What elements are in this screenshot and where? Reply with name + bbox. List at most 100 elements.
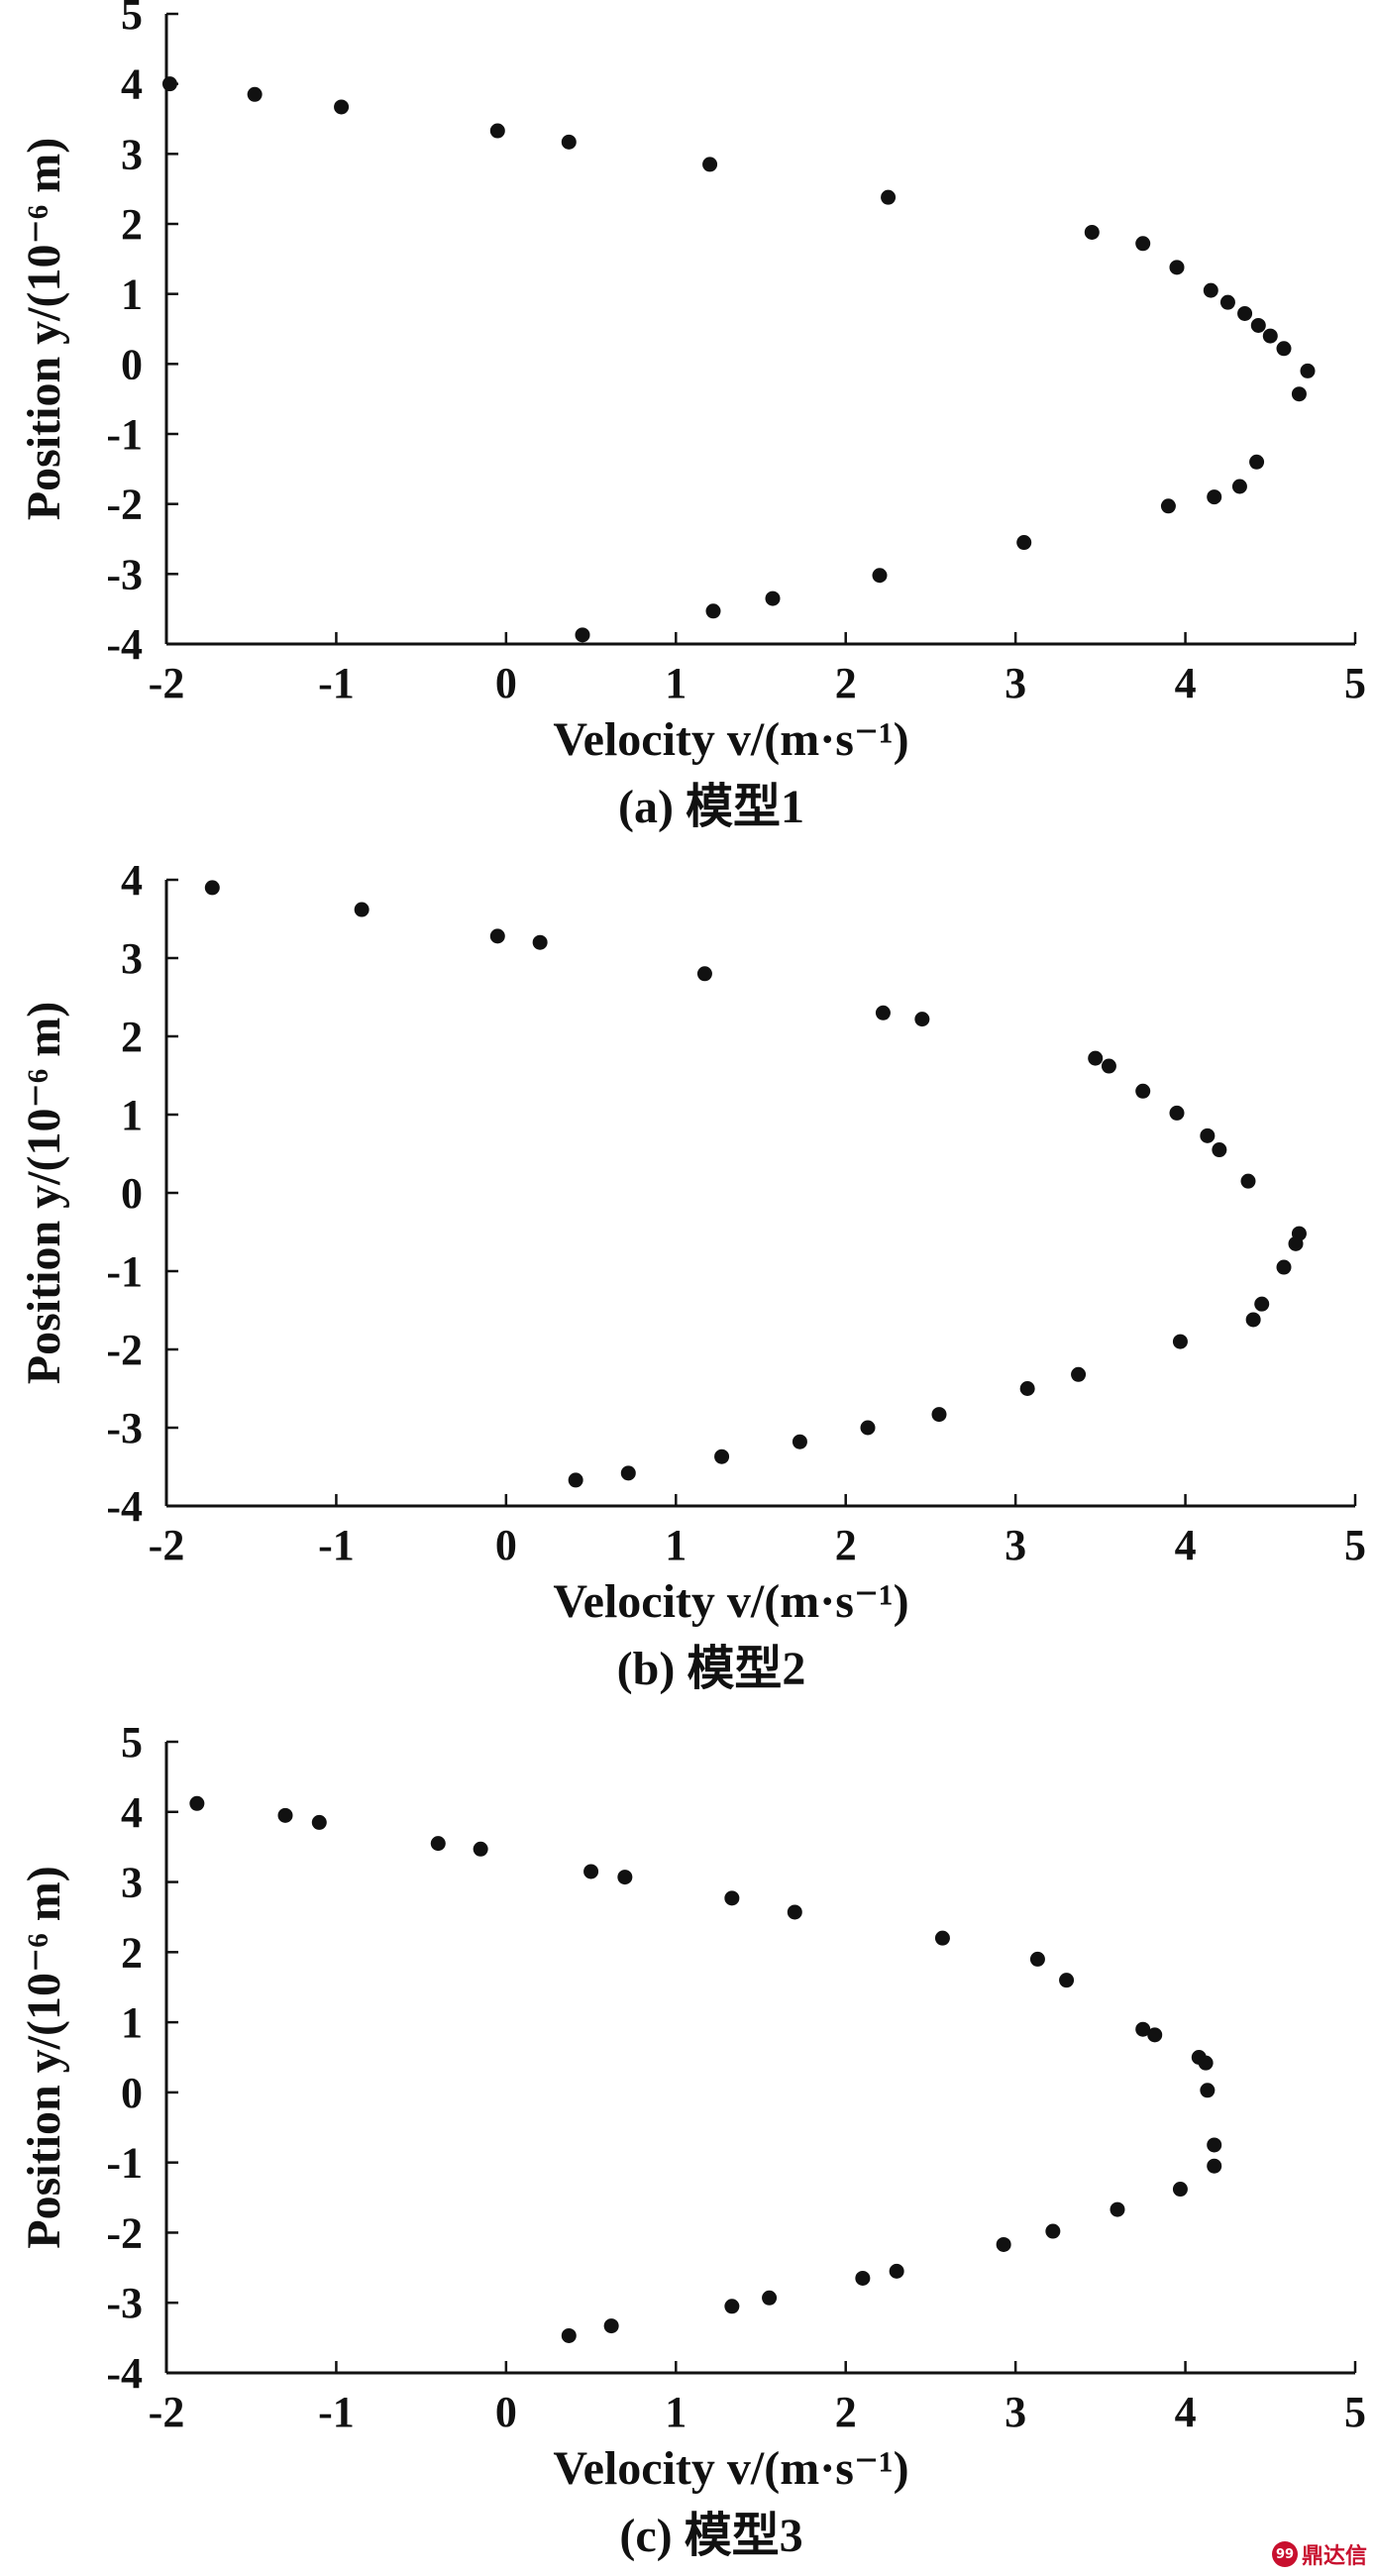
caption-c: (c) 模型3 (619, 2510, 802, 2562)
y-tick-label-b: 0 (121, 1169, 143, 1218)
y-tick-label-c: -4 (106, 2349, 143, 2398)
y-tick-label-b: -3 (106, 1404, 143, 1452)
data-point-a (561, 134, 577, 150)
x-tick-label-b: 3 (1005, 1521, 1026, 1569)
data-point-c (787, 1904, 802, 1920)
data-point-c (996, 2236, 1011, 2252)
y-tick-label-a: -2 (106, 481, 143, 529)
data-point-a (1203, 282, 1218, 298)
data-point-c (724, 2299, 740, 2314)
data-point-b (1019, 1381, 1035, 1396)
x-tick-label-b: 4 (1175, 1521, 1197, 1569)
data-point-b (714, 1449, 730, 1464)
data-point-b (1288, 1235, 1304, 1251)
x-tick-label-b: -1 (318, 1521, 355, 1569)
x-tick-label-b: 1 (665, 1521, 687, 1569)
data-point-a (881, 189, 897, 205)
panel-b: -2 -1 0 1 2 3 4 5 -4 -3 -2 -1 0 1 2 3 4 Velocity v/(m·s⁻¹… (18, 856, 1366, 1695)
x-tick-label-a: 0 (495, 659, 517, 707)
y-tick-label-c: -3 (106, 2279, 143, 2327)
y-tick-label-b: 4 (121, 856, 143, 905)
data-point-b (620, 1465, 636, 1481)
y-tick-label-a: -3 (106, 550, 143, 598)
y-tick-label-c: -1 (106, 2139, 143, 2188)
data-point-c (1198, 2055, 1214, 2071)
data-point-b (1212, 1142, 1227, 1158)
data-point-c (617, 1870, 633, 1885)
data-point-a (161, 76, 177, 92)
data-point-c (1172, 2182, 1188, 2198)
data-point-a (1135, 236, 1151, 252)
x-tick-label-c: -1 (318, 2388, 355, 2436)
panel-c: -2 -1 0 1 2 3 4 5 -4 -3 -2 -1 0 1 2 3 4 5 Velocity v/(m·s⁻… (18, 1718, 1366, 2562)
data-point-a (1160, 498, 1176, 514)
data-point-a (1084, 224, 1100, 240)
data-point-c (277, 1807, 293, 1823)
data-point-b (1245, 1312, 1261, 1328)
data-point-c (855, 2270, 871, 2286)
data-point-c (889, 2263, 904, 2279)
data-point-c (724, 1890, 740, 1906)
caption-b: (b) 模型2 (617, 1643, 806, 1695)
caption-a: (a) 模型1 (618, 781, 804, 833)
y-tick-label-c: 2 (121, 1928, 143, 1977)
data-point-c (934, 1930, 950, 1946)
x-tick-label-c: 0 (495, 2388, 517, 2436)
data-point-b (204, 880, 220, 896)
data-point-a (1250, 317, 1266, 333)
y-tick-label-a: 4 (121, 60, 143, 109)
data-point-b (1200, 1127, 1216, 1143)
y-tick-label-a: 0 (121, 340, 143, 388)
data-point-c (561, 2327, 577, 2343)
y-tick-label-c: 0 (121, 2069, 143, 2117)
x-tick-label-a: 3 (1005, 659, 1026, 707)
x-tick-label-c: 2 (835, 2388, 857, 2436)
data-point-a (1276, 341, 1292, 357)
data-point-a (1016, 535, 1032, 551)
data-point-b (489, 928, 505, 944)
data-point-a (705, 603, 721, 619)
x-tick-label-c: 5 (1344, 2388, 1366, 2436)
data-point-a (1262, 328, 1278, 344)
x-tick-label-a: -2 (149, 659, 185, 707)
data-point-b (568, 1472, 583, 1488)
data-point-a (1207, 489, 1222, 505)
y-tick-label-b: -2 (106, 1326, 143, 1374)
data-point-c (1207, 2158, 1222, 2174)
data-point-a (247, 86, 263, 102)
y-tick-label-b: -4 (106, 1482, 143, 1531)
data-point-b (1276, 1259, 1292, 1275)
data-point-a (489, 123, 505, 139)
data-point-b (1071, 1366, 1087, 1382)
y-tick-label-c: -2 (106, 2208, 143, 2257)
x-tick-label-a: 4 (1175, 659, 1197, 707)
data-point-a (1249, 454, 1265, 470)
y-axis-title-a: Position y/(10⁻⁶ m) (18, 138, 70, 520)
data-point-b (792, 1434, 807, 1449)
data-point-a (575, 627, 590, 643)
data-point-b (860, 1420, 876, 1436)
data-point-c (1029, 1951, 1045, 1967)
data-point-c (1207, 2137, 1222, 2153)
data-point-b (696, 966, 712, 982)
watermark: 99 鼎达信 (1271, 2538, 1367, 2570)
y-tick-label-a: 1 (121, 270, 143, 319)
data-point-c (1147, 2027, 1163, 2043)
x-tick-label-a: 1 (665, 659, 687, 707)
data-point-b (1240, 1173, 1256, 1189)
data-point-c (430, 1836, 446, 1852)
data-point-c (1110, 2201, 1125, 2217)
data-point-a (702, 157, 718, 172)
data-point-b (914, 1012, 930, 1027)
watermark-logo-icon: 99 (1271, 2541, 1298, 2567)
x-tick-label-b: 2 (835, 1521, 857, 1569)
data-point-b (875, 1005, 891, 1020)
data-point-a (1237, 305, 1253, 321)
data-point-b (354, 902, 370, 917)
data-point-b (1169, 1105, 1185, 1121)
y-tick-label-a: -4 (106, 620, 143, 669)
data-point-b (1101, 1058, 1116, 1074)
x-tick-label-a: -1 (318, 659, 355, 707)
x-tick-label-c: 4 (1175, 2388, 1197, 2436)
